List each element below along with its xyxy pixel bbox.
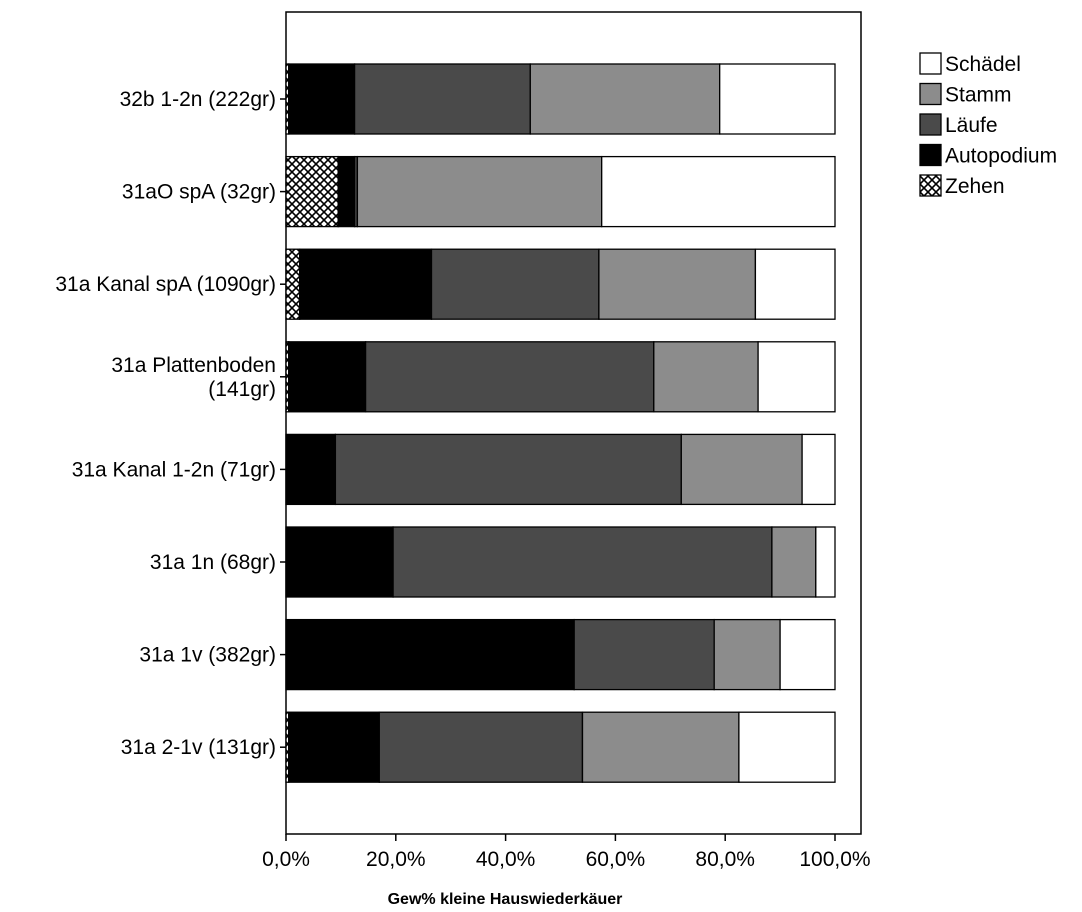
bar-segment (285, 248, 301, 320)
x-axis-ticks: 0,0% 20,0% 40,0% 60,0% 80,0% 100,0% (262, 834, 871, 871)
category-label: 31a Plattenboden (111, 354, 276, 377)
x-tick-label: 100,0% (799, 848, 870, 871)
category-label: (141gr) (208, 378, 276, 401)
bar-segment (288, 63, 356, 135)
x-tick-label: 60,0% (586, 848, 646, 871)
bar-segment (285, 155, 339, 228)
bar-segment (334, 433, 682, 506)
legend: Schädel Stamm Läufe Autopodium Zehen (919, 52, 1057, 198)
bar-segment (713, 618, 781, 691)
category-label: 31a 2-1v (131gr) (121, 736, 276, 759)
bar-segment (529, 63, 721, 135)
legend-swatch (919, 143, 942, 167)
legend-swatch (919, 113, 942, 136)
bar-segment (680, 433, 803, 506)
x-tick-label: 40,0% (476, 848, 536, 871)
legend-label: Läufe (945, 114, 998, 137)
bar-segment (601, 155, 836, 228)
bar-segment (653, 341, 759, 413)
bar-segment (299, 248, 433, 320)
bar-segment (288, 711, 380, 783)
category-label: 31a Kanal spA (1090gr) (55, 273, 276, 296)
x-axis-title: Gew% kleine Hauswiederkäuer (388, 891, 623, 908)
category-label: 31a 1n (68gr) (150, 551, 276, 574)
bar-segment (430, 248, 600, 320)
bar-segment (719, 63, 836, 135)
legend-label: Zehen (945, 175, 1005, 198)
bar-segment (356, 155, 603, 228)
legend-swatch (919, 82, 942, 106)
bar-segment (392, 526, 773, 598)
bar-segment (285, 526, 394, 598)
bar-segment (754, 248, 836, 320)
bar-segment (364, 341, 655, 413)
legend-label: Stamm (945, 84, 1012, 107)
bar-segment (337, 155, 356, 228)
bar-segment (353, 63, 531, 135)
legend-label: Autopodium (945, 145, 1057, 168)
x-tick-label: 0,0% (262, 848, 310, 871)
legend-swatch (919, 52, 942, 75)
category-label: 31a Kanal 1-2n (71gr) (72, 458, 276, 481)
bar-segment (285, 433, 337, 506)
plot-frame (285, 11, 862, 835)
x-tick-label: 80,0% (695, 848, 755, 871)
bar-segment (779, 618, 836, 691)
bar-segment (285, 618, 575, 691)
bar-segment (573, 618, 715, 691)
category-label: 31aO spA (32gr) (122, 181, 276, 204)
bar-segment (801, 433, 836, 506)
bar-segment (815, 526, 836, 598)
category-labels: 32b 1-2n (222gr) 31aO spA (32gr) 31a Kanal… (55, 88, 286, 759)
legend-label: Schädel (945, 53, 1021, 76)
bar-segment (288, 341, 367, 413)
category-label: 31a 1v (382gr) (139, 644, 276, 667)
legend-swatch (919, 174, 942, 197)
bars-group (285, 63, 836, 783)
bar-segment (581, 711, 740, 783)
bar-segment (738, 711, 836, 783)
bar-segment (598, 248, 757, 320)
bar-segment (757, 341, 836, 413)
x-tick-label: 20,0% (366, 848, 426, 871)
bar-segment (378, 711, 584, 783)
category-label: 32b 1-2n (222gr) (120, 88, 276, 111)
bar-segment (771, 526, 817, 598)
